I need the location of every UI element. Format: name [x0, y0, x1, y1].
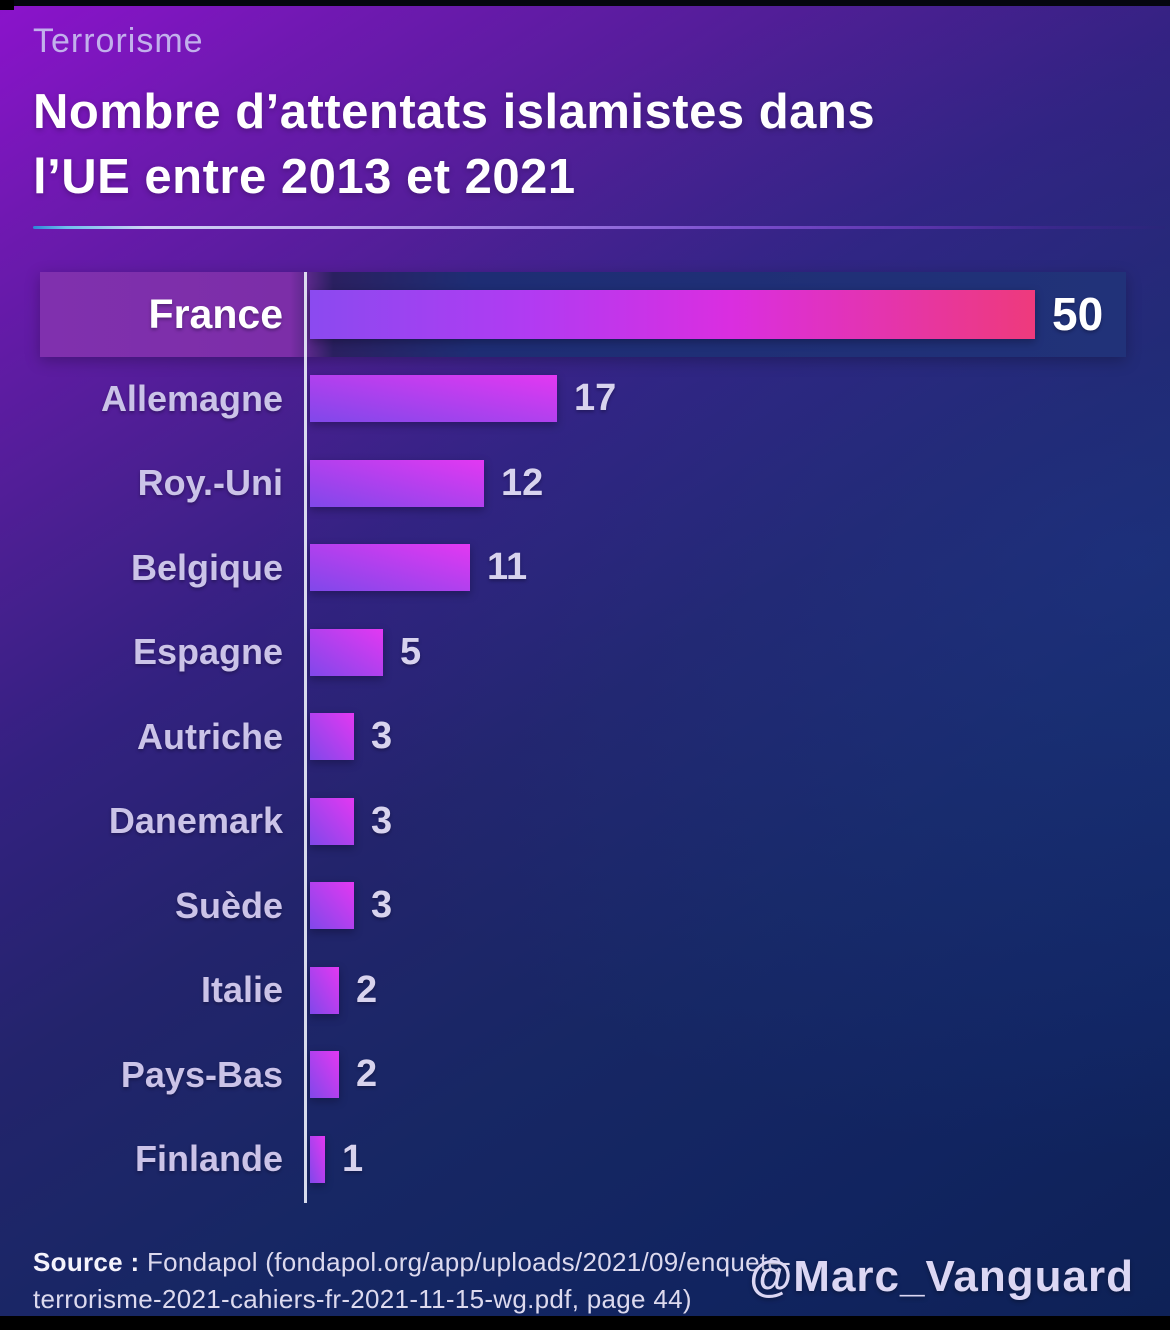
bar [310, 289, 1035, 339]
category-label: Finlande [134, 1138, 283, 1180]
chart-title-line2: l’UE entre 2013 et 2021 [33, 150, 576, 204]
bar-wrap: 3 [310, 882, 1126, 930]
value-label: 50 [1052, 288, 1104, 341]
title-divider-line [33, 226, 1165, 229]
chart-row: Suède 3 [40, 864, 1126, 949]
top-left-corner-artifact [0, 0, 14, 10]
category-label: Suède [174, 884, 283, 926]
chart-row: Espagne 5 [40, 610, 1126, 695]
bar-wrap: 3 [310, 713, 1126, 761]
bar [310, 628, 383, 676]
top-letterbox-strip [0, 0, 1170, 6]
author-handle: @Marc_Vanguard [749, 1252, 1134, 1301]
chart-row: France 50 [40, 272, 1126, 357]
bar [310, 544, 470, 592]
bar-wrap: 5 [310, 628, 1126, 676]
category-label: Pays-Bas [120, 1053, 283, 1095]
value-label: 3 [371, 884, 393, 927]
source-text-line1: Fondapol (fondapol.org/app/uploads/2021/… [146, 1247, 792, 1277]
chart-row: Allemagne 17 [40, 357, 1126, 442]
value-label: 12 [501, 461, 544, 504]
chart-row: Finlande 1 [40, 1117, 1126, 1202]
source-label: Source : [33, 1247, 140, 1277]
category-label: Roy.-Uni [137, 462, 283, 504]
y-axis-line [304, 272, 307, 1203]
chart-title: Nombre d’attentats islamistes dans l’UE … [33, 80, 1093, 210]
bar-wrap: 11 [310, 544, 1126, 592]
bar [310, 1051, 339, 1099]
category-label: Danemark [108, 800, 283, 842]
category-label: France [148, 290, 283, 337]
bar-wrap: 17 [310, 375, 1126, 423]
bar-wrap: 2 [310, 966, 1126, 1014]
category-kicker: Terrorisme [33, 22, 204, 60]
source-text-line2: terrorisme-2021-cahiers-fr-2021-11-15-wg… [33, 1284, 692, 1314]
bar [310, 375, 557, 423]
value-label: 5 [400, 630, 422, 673]
category-label: Allemagne [100, 377, 283, 419]
bar [310, 882, 354, 930]
value-label: 1 [342, 1137, 364, 1180]
category-label: Autriche [136, 715, 283, 757]
category-label: Espagne [132, 631, 283, 673]
chart-title-line1: Nombre d’attentats islamistes dans [33, 85, 876, 139]
chart-row: Italie 2 [40, 948, 1126, 1033]
bar [310, 797, 354, 845]
chart-row: Roy.-Uni 12 [40, 441, 1126, 526]
value-label: 11 [487, 546, 528, 589]
chart-row: Danemark 3 [40, 779, 1126, 864]
source-attribution: Source : Fondapol (fondapol.org/app/uplo… [33, 1244, 1043, 1318]
value-label: 3 [371, 799, 393, 842]
bar [310, 1135, 325, 1183]
value-label: 2 [356, 968, 378, 1011]
chart-row: Autriche 3 [40, 695, 1126, 780]
value-label: 17 [574, 377, 617, 420]
chart-row: Pays-Bas 2 [40, 1033, 1126, 1118]
chart-row: Belgique 11 [40, 526, 1126, 611]
bottom-letterbox-strip [0, 1316, 1170, 1330]
category-label: Italie [200, 969, 283, 1011]
bar [310, 966, 339, 1014]
bar-wrap: 1 [310, 1135, 1126, 1183]
chart-rows: France 50 Allemagne 17 Roy.-Uni 12 Belgique 11 E… [40, 272, 1126, 1202]
bar-wrap: 12 [310, 459, 1126, 507]
bar-wrap: 2 [310, 1051, 1126, 1099]
bar [310, 459, 484, 507]
value-label: 2 [356, 1053, 378, 1096]
bar-wrap: 50 [310, 287, 1126, 341]
value-label: 3 [371, 715, 393, 758]
bar-chart: France 50 Allemagne 17 Roy.-Uni 12 Belgique 11 E… [40, 272, 1126, 1203]
category-label: Belgique [130, 546, 283, 588]
bar-wrap: 3 [310, 797, 1126, 845]
bar [310, 713, 354, 761]
